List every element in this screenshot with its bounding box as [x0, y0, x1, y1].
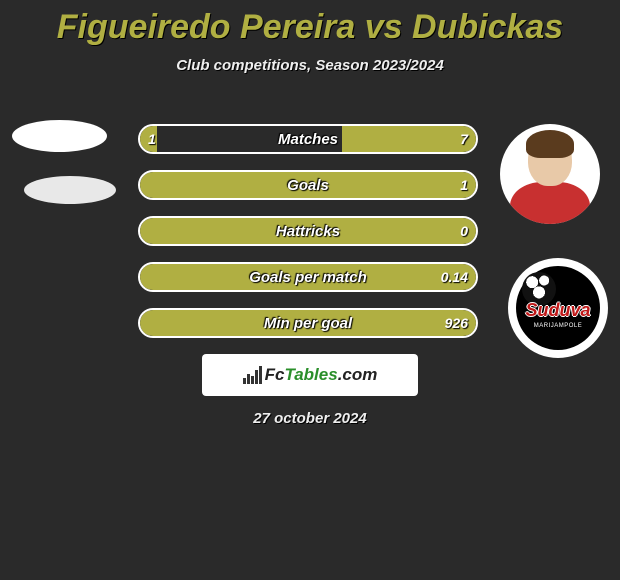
snapshot-date: 27 october 2024 [0, 410, 620, 427]
brand-badge: FcTables.com [202, 354, 418, 396]
brand-text: FcTables.com [265, 365, 378, 385]
stat-label: Matches [138, 124, 478, 154]
comparison-bars: Matches17Goals1Hattricks0Goals per match… [138, 124, 478, 354]
stat-right-value: 0.14 [441, 262, 468, 292]
stat-bar: Hattricks0 [138, 216, 478, 246]
stat-right-value: 7 [460, 124, 468, 154]
stat-bar: Goals1 [138, 170, 478, 200]
player-right-avatar [500, 124, 600, 224]
stat-label: Min per goal [138, 308, 478, 338]
club-badge-name: Suduva [516, 300, 600, 321]
club-badge-city: MARIJAMPOLE [516, 323, 600, 329]
club-right-badge: Suduva MARIJAMPOLE [508, 258, 608, 358]
stat-label: Goals per match [138, 262, 478, 292]
page-title: Figueiredo Pereira vs Dubickas [0, 0, 620, 47]
stat-label: Goals [138, 170, 478, 200]
chart-icon [243, 366, 261, 384]
stat-right-value: 1 [460, 170, 468, 200]
stat-right-value: 926 [445, 308, 468, 338]
stat-label: Hattricks [138, 216, 478, 246]
club-left-badge [24, 176, 116, 204]
stat-right-value: 0 [460, 216, 468, 246]
player-left-avatar [12, 120, 107, 152]
stat-bar: Matches1 7 [138, 124, 478, 154]
stat-bar: Min per goal926 [138, 308, 478, 338]
page-subtitle: Club competitions, Season 2023/2024 [0, 57, 620, 74]
stat-left-value: 1 [148, 124, 156, 154]
stat-bar: Goals per match0.14 [138, 262, 478, 292]
